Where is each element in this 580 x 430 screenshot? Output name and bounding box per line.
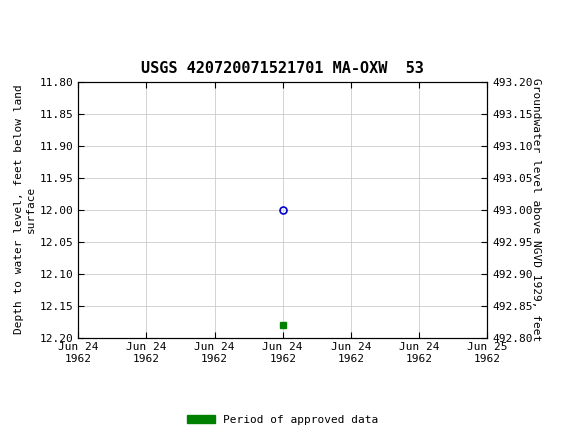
- Y-axis label: Depth to water level, feet below land
surface: Depth to water level, feet below land su…: [14, 85, 35, 335]
- Title: USGS 420720071521701 MA-OXW  53: USGS 420720071521701 MA-OXW 53: [142, 61, 424, 77]
- Y-axis label: Groundwater level above NGVD 1929, feet: Groundwater level above NGVD 1929, feet: [531, 78, 541, 341]
- Text: USGS: USGS: [52, 10, 96, 28]
- Legend: Period of approved data: Period of approved data: [182, 410, 383, 429]
